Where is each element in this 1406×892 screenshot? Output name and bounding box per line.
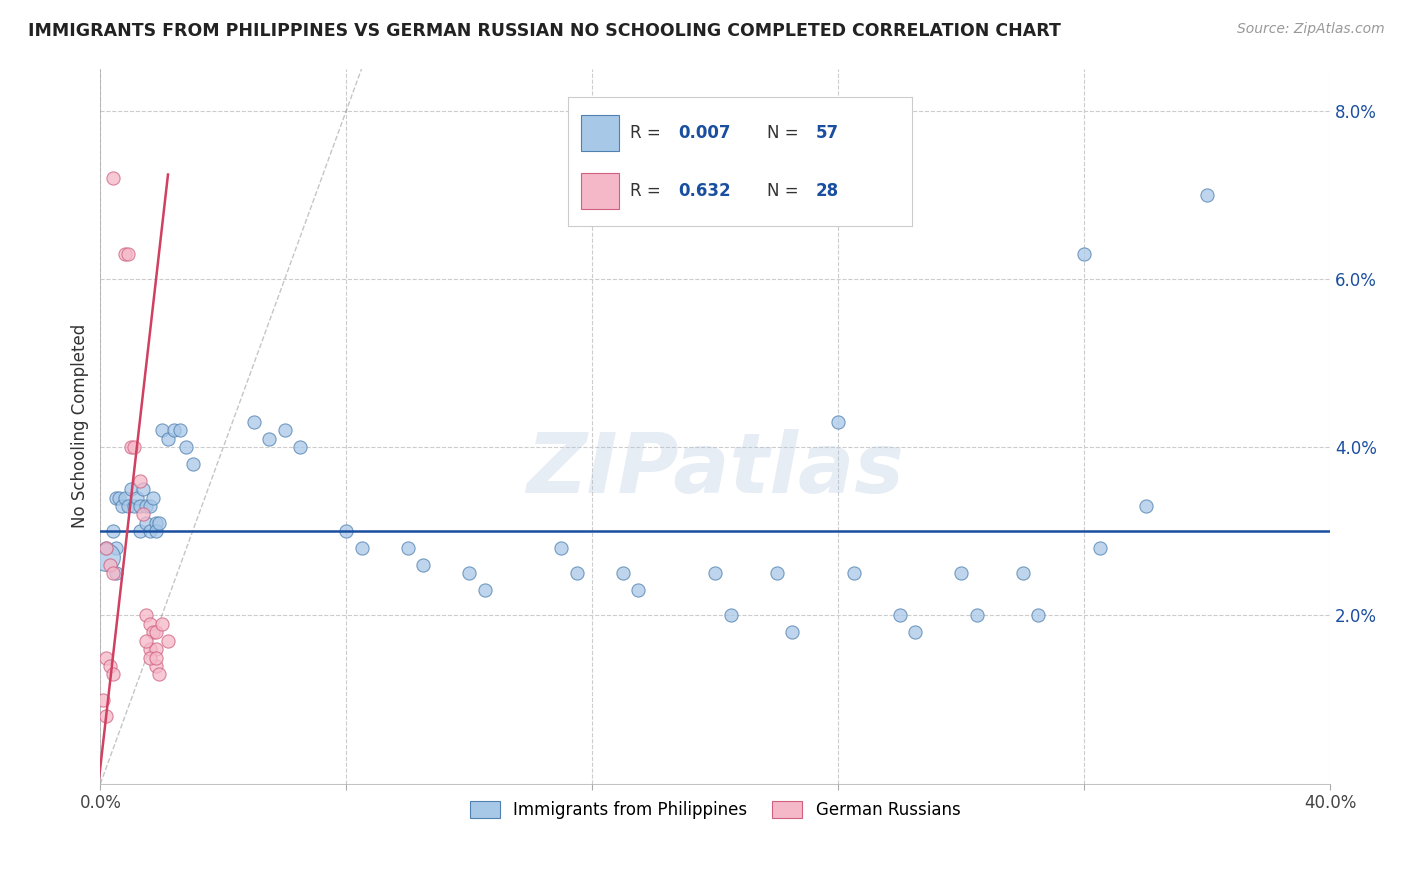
Point xyxy=(827,415,849,429)
Point xyxy=(135,633,157,648)
Point xyxy=(169,423,191,437)
Point xyxy=(101,524,124,539)
Point xyxy=(138,642,160,657)
Point xyxy=(135,516,157,530)
Point xyxy=(350,541,373,556)
Point xyxy=(565,566,588,581)
Point xyxy=(122,499,145,513)
Point xyxy=(780,625,803,640)
Point xyxy=(150,423,173,437)
Point xyxy=(132,508,155,522)
Point xyxy=(117,499,139,513)
Point xyxy=(842,566,865,581)
Point xyxy=(156,633,179,648)
Point xyxy=(104,566,127,581)
Point xyxy=(1197,187,1219,202)
Point xyxy=(135,608,157,623)
Point xyxy=(243,415,266,429)
Text: IMMIGRANTS FROM PHILIPPINES VS GERMAN RUSSIAN NO SCHOOLING COMPLETED CORRELATION: IMMIGRANTS FROM PHILIPPINES VS GERMAN RU… xyxy=(28,22,1062,40)
Point xyxy=(156,432,179,446)
Point xyxy=(335,524,357,539)
Point xyxy=(148,516,170,530)
Point xyxy=(176,440,198,454)
Point xyxy=(550,541,572,556)
Point xyxy=(145,524,167,539)
Point xyxy=(96,650,118,665)
Point xyxy=(96,549,118,564)
Point xyxy=(111,499,134,513)
Point xyxy=(145,625,167,640)
Point xyxy=(107,491,129,505)
Point xyxy=(135,499,157,513)
Point xyxy=(145,516,167,530)
Point xyxy=(127,491,149,505)
Point xyxy=(101,667,124,681)
Point xyxy=(129,474,152,488)
Point xyxy=(132,482,155,496)
Point xyxy=(114,491,136,505)
Point xyxy=(138,650,160,665)
Point xyxy=(138,499,160,513)
Point xyxy=(117,246,139,260)
Point xyxy=(720,608,742,623)
Point xyxy=(120,482,142,496)
Point xyxy=(1088,541,1111,556)
Text: ZIPatlas: ZIPatlas xyxy=(526,428,904,509)
Point xyxy=(1026,608,1049,623)
Point xyxy=(145,659,167,673)
Point xyxy=(129,524,152,539)
Point xyxy=(966,608,988,623)
Point xyxy=(904,625,927,640)
Point xyxy=(138,524,160,539)
Point xyxy=(474,583,496,598)
Point xyxy=(122,440,145,454)
Point xyxy=(458,566,481,581)
Point xyxy=(96,541,118,556)
Point xyxy=(950,566,973,581)
Point xyxy=(412,558,434,572)
Point xyxy=(290,440,312,454)
Point xyxy=(181,457,204,471)
Point xyxy=(1011,566,1033,581)
Point xyxy=(98,659,121,673)
Point xyxy=(114,246,136,260)
Point xyxy=(93,692,115,706)
Point xyxy=(1135,499,1157,513)
Point xyxy=(163,423,186,437)
Point xyxy=(96,709,118,723)
Point xyxy=(101,170,124,185)
Text: Source: ZipAtlas.com: Source: ZipAtlas.com xyxy=(1237,22,1385,37)
Point xyxy=(138,616,160,631)
Point xyxy=(98,558,121,572)
Point xyxy=(274,423,297,437)
Point xyxy=(889,608,911,623)
Point xyxy=(104,541,127,556)
Point xyxy=(150,616,173,631)
Point xyxy=(129,499,152,513)
Point xyxy=(148,667,170,681)
Y-axis label: No Schooling Completed: No Schooling Completed xyxy=(72,324,89,528)
Legend: Immigrants from Philippines, German Russians: Immigrants from Philippines, German Russ… xyxy=(464,794,967,825)
Point xyxy=(396,541,419,556)
Point xyxy=(259,432,281,446)
Point xyxy=(145,650,167,665)
Point xyxy=(145,642,167,657)
Point xyxy=(104,491,127,505)
Point xyxy=(1073,246,1095,260)
Point xyxy=(704,566,727,581)
Point xyxy=(101,566,124,581)
Point xyxy=(612,566,634,581)
Point xyxy=(96,541,118,556)
Point xyxy=(142,625,165,640)
Point xyxy=(627,583,650,598)
Point xyxy=(120,440,142,454)
Point xyxy=(765,566,787,581)
Point xyxy=(142,491,165,505)
